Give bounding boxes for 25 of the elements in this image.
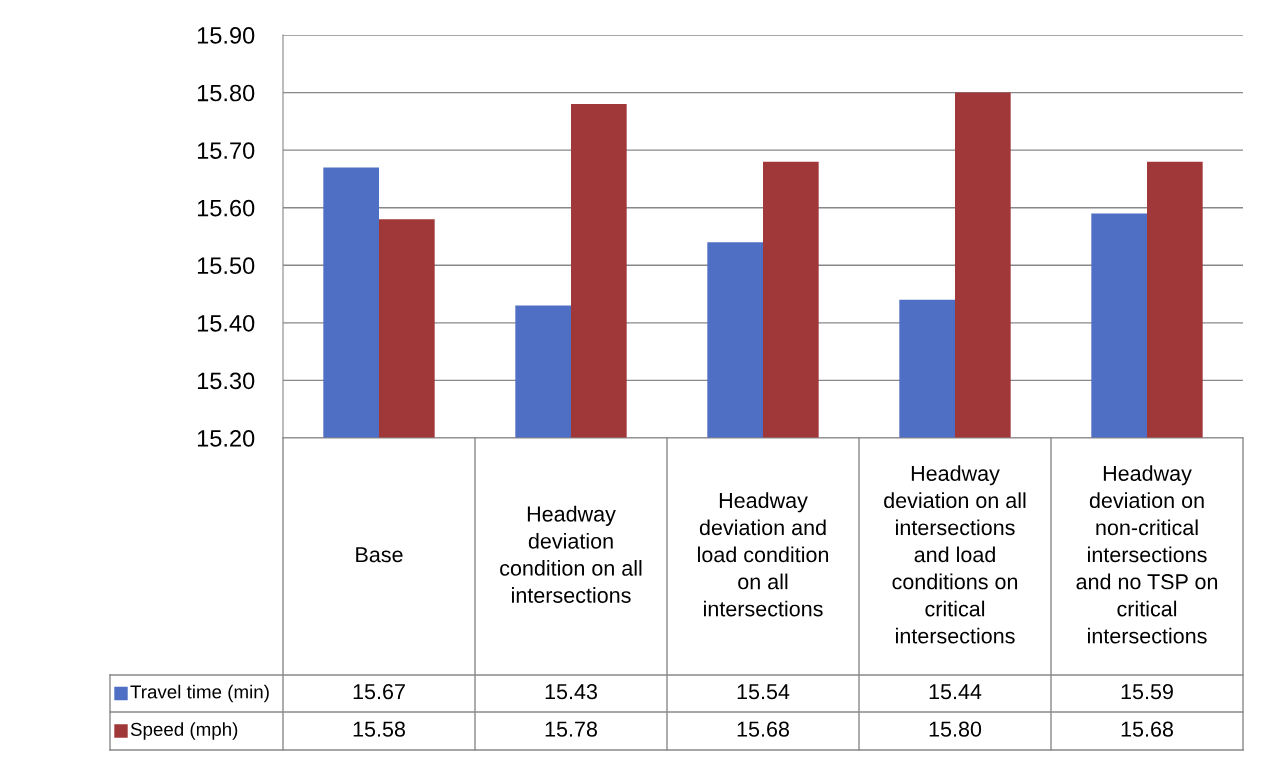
y-tick-label: 15.40 [197,314,255,332]
y-tick-label: 15.30 [197,372,255,390]
data-label: 15.59 [1121,684,1173,700]
legend-label: Travel time (min) [130,684,269,703]
x-tick-label: Headway deviation on non-critical intersections and no TSP on critical intersections [1076,465,1218,644]
data-label: 15.80 [929,721,982,737]
y-tick-label: 15.70 [197,142,255,159]
data-label: 15.67 [353,684,405,700]
data-label: 15.43 [545,684,597,700]
x-tick-label: Base [356,547,403,563]
x-tick-label: Headway deviation and load condition on all intersections [698,492,829,617]
data-label: 15.68 [737,721,789,737]
legend-label: Speed (mph) [130,722,238,740]
x-tick-label: Headway deviation on all intersections and load conditions on critical intersections [884,465,1026,644]
data-label: 15.44 [929,684,982,700]
data-label: 15.78 [545,721,597,737]
data-label: 15.54 [737,684,790,700]
data-label: 15.68 [1121,721,1173,737]
data-label: 15.58 [353,721,405,737]
x-tick-label: Headway deviation condition on all intersections [500,505,642,603]
y-tick-label: 15.90 [197,27,255,44]
y-tick-label: 15.50 [197,257,255,275]
y-tick-label: 15.80 [197,84,255,102]
y-tick-label: 15.60 [197,199,255,217]
y-tick-label: 15.20 [197,430,255,447]
